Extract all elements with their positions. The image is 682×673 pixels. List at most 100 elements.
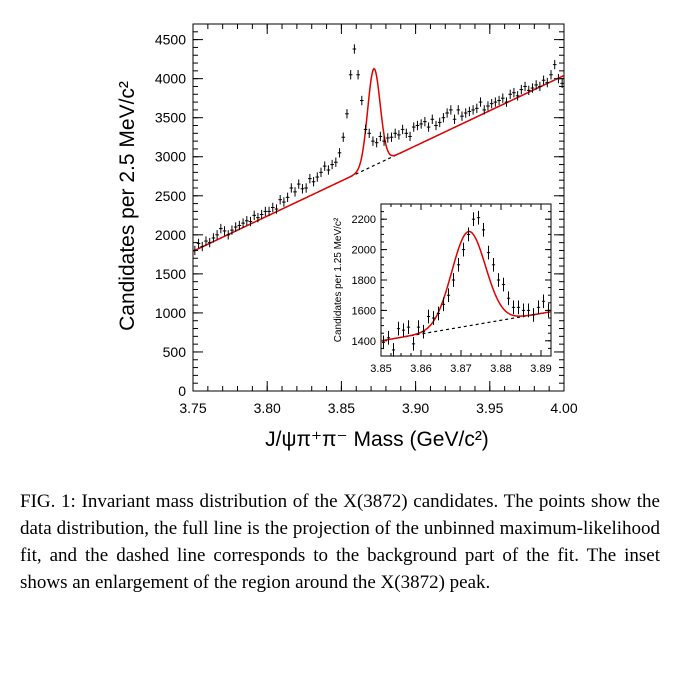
inset-fit-curve bbox=[380, 230, 552, 342]
main-data-point bbox=[337, 148, 342, 158]
main-data-point bbox=[259, 209, 264, 220]
main-data-point bbox=[367, 128, 372, 139]
main-data-point bbox=[415, 120, 420, 131]
main-y-tick-label: 2500 bbox=[155, 188, 186, 204]
inset-data-point bbox=[471, 212, 476, 227]
main-data-point bbox=[285, 192, 290, 203]
inset-data-point bbox=[486, 245, 491, 260]
inset-data-point bbox=[456, 257, 461, 272]
main-data-point bbox=[430, 114, 435, 124]
main-data-point bbox=[319, 167, 323, 178]
main-data-point bbox=[341, 132, 346, 142]
main-x-tick-label: 3.95 bbox=[476, 400, 503, 416]
inset-data-point bbox=[396, 321, 401, 336]
main-data-point bbox=[549, 70, 553, 80]
main-y-tick-label: 0 bbox=[178, 383, 186, 399]
inset-y-tick-label: 1600 bbox=[352, 305, 376, 317]
main-data-point bbox=[315, 172, 320, 182]
inset-data-point bbox=[476, 210, 481, 225]
main-data-point bbox=[389, 132, 394, 142]
inset-data-point bbox=[536, 300, 541, 315]
inset-y-tick-label: 1400 bbox=[352, 336, 376, 348]
main-data-point bbox=[538, 81, 542, 92]
main-data-point bbox=[475, 103, 479, 114]
main-data-point bbox=[200, 241, 205, 252]
inset-fit-line bbox=[380, 230, 552, 342]
main-data-point bbox=[515, 91, 520, 101]
main-fit-curve bbox=[192, 67, 565, 252]
y-axis-title: Candidates per 2.5 MeV/c² bbox=[116, 81, 139, 331]
main-y-tick-label: 4500 bbox=[155, 32, 186, 48]
main-data-point bbox=[437, 117, 442, 128]
inset-data-point bbox=[401, 323, 406, 337]
main-data-point bbox=[493, 97, 498, 107]
main-data-point bbox=[497, 95, 501, 106]
inset-data-point bbox=[501, 277, 506, 292]
inset-data-point bbox=[446, 288, 451, 303]
main-data-point bbox=[219, 223, 223, 234]
main-data-point bbox=[289, 183, 294, 193]
inset-data-point bbox=[431, 311, 436, 325]
main-y-tick-label: 500 bbox=[163, 344, 187, 360]
main-data-point bbox=[382, 136, 386, 146]
main-data-point bbox=[371, 136, 375, 146]
inset-y-tick-labels: 1400 1600 1800 2000 2200 bbox=[352, 214, 376, 348]
main-data-point bbox=[352, 44, 357, 54]
inset-plot: 3.85 3.86 3.87 3.88 3.89 1400 1600 1800 2000 220… bbox=[333, 203, 552, 375]
main-x-tick-label: 3.80 bbox=[254, 400, 281, 416]
inset-plot-frame bbox=[380, 203, 552, 357]
main-data-point bbox=[252, 210, 257, 220]
main-data-point bbox=[545, 77, 550, 88]
main-data-point bbox=[308, 173, 312, 184]
inset-data-point bbox=[546, 303, 551, 318]
main-data-point bbox=[489, 98, 494, 109]
main-data-point bbox=[248, 216, 253, 227]
inset-x-tick-label: 3.86 bbox=[410, 363, 431, 375]
inset-x-tick-label: 3.88 bbox=[490, 363, 511, 375]
inset-data-point bbox=[406, 320, 411, 334]
inset-data-point bbox=[531, 308, 536, 322]
main-data-point bbox=[300, 184, 305, 194]
main-data-point bbox=[397, 130, 401, 140]
main-data-point bbox=[393, 128, 397, 139]
main-data-point bbox=[196, 238, 201, 249]
main-data-point bbox=[556, 73, 561, 84]
figure-caption: FIG. 1: Invariant mass distribution of t… bbox=[20, 491, 660, 593]
main-data-point bbox=[360, 95, 364, 106]
inset-y-tick-label: 2000 bbox=[352, 245, 376, 257]
inset-data-point bbox=[526, 303, 531, 318]
inset-data-point bbox=[496, 273, 501, 287]
main-data-point bbox=[241, 218, 245, 228]
main-data-point bbox=[193, 245, 197, 256]
main-fit-line bbox=[192, 67, 565, 252]
main-data-point bbox=[244, 216, 249, 226]
main-data-point bbox=[211, 233, 216, 243]
main-data-point bbox=[523, 81, 527, 92]
main-data-point bbox=[463, 108, 468, 118]
main-data-point bbox=[326, 165, 331, 175]
main-y-tick-label: 4000 bbox=[155, 71, 186, 87]
main-data-point bbox=[233, 222, 238, 232]
main-data-point bbox=[552, 59, 557, 70]
main-data-point bbox=[237, 220, 242, 231]
main-data-point bbox=[345, 109, 349, 119]
main-data-point bbox=[486, 101, 490, 111]
main-data-point bbox=[467, 106, 472, 117]
main-y-tick-label: 2000 bbox=[155, 227, 186, 243]
main-data-point bbox=[270, 202, 275, 213]
main-data-point bbox=[378, 131, 383, 142]
inset-data-point bbox=[451, 273, 456, 287]
main-data-point bbox=[426, 122, 431, 132]
main-data-point bbox=[256, 212, 260, 223]
main-data-point bbox=[445, 108, 449, 118]
inset-data-point bbox=[511, 300, 516, 315]
main-data-point bbox=[363, 124, 368, 135]
inset-y-axis-title: Candidates per 1.25 MeV/c² bbox=[333, 217, 344, 342]
main-data-points bbox=[193, 44, 564, 256]
main-data-point bbox=[322, 161, 327, 171]
main-y-tick-label: 3500 bbox=[155, 110, 186, 126]
main-data-point bbox=[263, 206, 268, 217]
main-data-point bbox=[334, 157, 338, 167]
inset-data-point bbox=[436, 306, 441, 321]
main-data-point bbox=[482, 105, 487, 115]
